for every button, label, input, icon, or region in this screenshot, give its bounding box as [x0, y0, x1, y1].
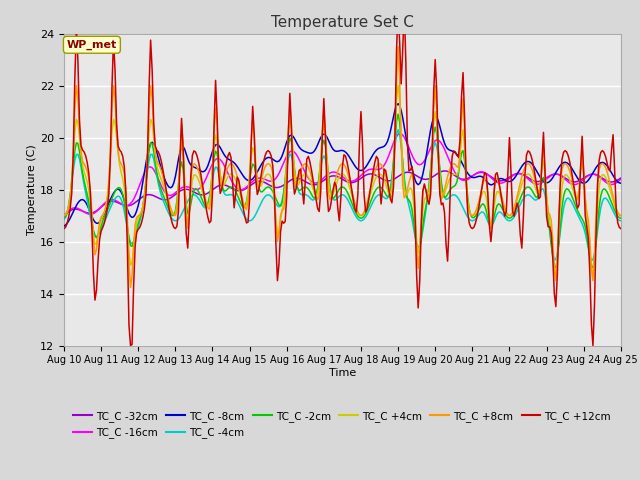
Y-axis label: Temperature (C): Temperature (C) — [28, 144, 37, 235]
Legend: TC_C -32cm, TC_C -16cm, TC_C -8cm, TC_C -4cm, TC_C -2cm, TC_C +4cm, TC_C +8cm, T: TC_C -32cm, TC_C -16cm, TC_C -8cm, TC_C … — [69, 407, 615, 443]
Title: Temperature Set C: Temperature Set C — [271, 15, 414, 30]
X-axis label: Time: Time — [329, 368, 356, 378]
Text: WP_met: WP_met — [67, 40, 117, 50]
